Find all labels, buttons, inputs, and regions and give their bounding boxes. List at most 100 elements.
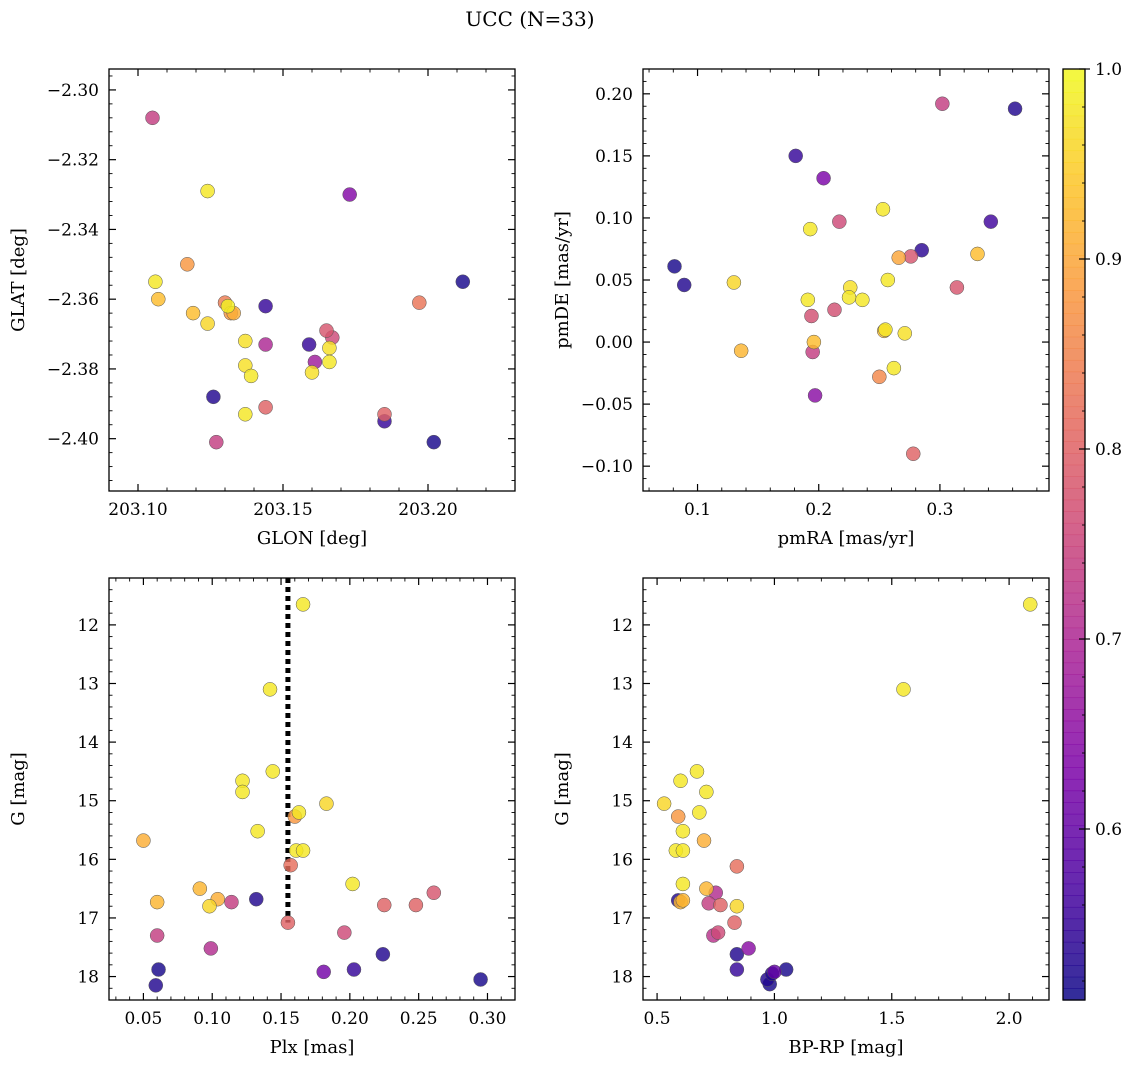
data-point (426, 434, 442, 450)
y-tick-label: 0.20 (595, 85, 633, 105)
colorbar-segment (1063, 941, 1085, 955)
y-tick-label: 12 (611, 616, 633, 636)
y-tick-label: −2.32 (47, 151, 99, 171)
x-tick-label: 0.05 (124, 1009, 162, 1029)
data-point (258, 400, 273, 415)
data-point (455, 274, 471, 289)
data-point (906, 446, 921, 462)
colorbar-tick-label: 1.0 (1095, 60, 1122, 80)
colorbar-segment (1063, 511, 1085, 524)
data-point (238, 407, 253, 422)
axes-frame (108, 68, 516, 492)
y-tick-label: 0.05 (595, 271, 633, 291)
panel-plx-g: 0.05 0.10 0.15 0.20 0.25 0.30 12 13 14 15 16 17 18 Pl… (8, 577, 516, 1058)
figure-title: UCC (N=33) (465, 7, 594, 31)
data-point (656, 796, 672, 811)
colorbar-segment (1063, 522, 1085, 536)
axes-frame (642, 577, 1050, 1001)
colorbar-segment (1063, 418, 1085, 431)
colorbar-segment (1063, 581, 1085, 594)
x-tick-label: 203.10 (108, 500, 167, 520)
data-point (710, 925, 726, 940)
colorbar-segment (1063, 243, 1085, 256)
colorbar-segment (1063, 837, 1085, 850)
y-tick-label: 15 (77, 792, 99, 812)
y-tick-label: 15 (611, 792, 633, 812)
colorbar-segment (1063, 871, 1085, 885)
data-point (676, 277, 692, 293)
x-tick-label: 0.10 (193, 1009, 231, 1029)
colorbar-segment (1063, 69, 1085, 82)
colorbar-segment (1063, 453, 1085, 466)
colorbar-segment (1063, 325, 1085, 338)
y-tick-label: 14 (611, 733, 633, 753)
colorbar-segment (1063, 103, 1085, 117)
data-point (202, 898, 217, 914)
y-tick-label: −2.38 (47, 360, 99, 380)
data-point (689, 764, 705, 779)
panel-bprp-g: 0.5 1.0 1.5 2.0 12 13 14 15 16 17 18 BP-RP [mag] G [… (552, 577, 1050, 1058)
data-point (249, 891, 264, 907)
data-point (258, 298, 273, 314)
data-point (375, 947, 391, 962)
y-tick-label: −2.40 (47, 430, 99, 450)
y-tick-label: 17 (77, 909, 99, 929)
data-point (675, 823, 691, 839)
x-tick-label: 0.5 (644, 1009, 671, 1029)
x-tick-label: 0.15 (262, 1009, 300, 1029)
y-axis-label: G [mag] (8, 752, 29, 825)
data-point (426, 885, 442, 900)
x-tick-label: 1.5 (878, 1009, 905, 1029)
data-point (806, 334, 822, 350)
colorbar-segment (1063, 767, 1085, 780)
data-point (243, 368, 259, 384)
data-point (322, 340, 337, 356)
colorbar-segment (1063, 278, 1085, 291)
data-point (675, 876, 691, 892)
colorbar-segment (1063, 662, 1085, 675)
colorbar-segment (1063, 266, 1085, 280)
y-tick-label: 18 (611, 968, 633, 988)
data-point (696, 833, 712, 848)
data-point (675, 893, 691, 908)
colorbar-segment (1063, 557, 1085, 571)
colorbar-segment (1063, 825, 1085, 838)
data-point (346, 962, 362, 977)
colorbar-segment (1063, 906, 1085, 920)
colorbar-segment (1063, 860, 1085, 873)
data-point (262, 682, 278, 697)
y-tick-label: 0.10 (595, 209, 633, 229)
data-point (802, 221, 818, 237)
x-axis-label: Plx [mas] (270, 1037, 355, 1058)
x-tick-label: 2.0 (996, 1009, 1023, 1029)
colorbar-frame (1062, 68, 1086, 1001)
data-point (220, 298, 236, 314)
data-point (319, 796, 334, 811)
colorbar-segment (1063, 301, 1085, 314)
data-point (412, 295, 427, 310)
data-point (473, 972, 488, 987)
colorbar-segment (1063, 685, 1085, 699)
data-point (200, 316, 215, 331)
colorbar-segment (1063, 173, 1085, 186)
colorbar-segment (1063, 895, 1085, 908)
colorbar-segment (1063, 487, 1085, 501)
colorbar-tick-label: 0.6 (1095, 820, 1122, 840)
y-axis-label: GLAT [deg] (8, 228, 29, 332)
data-point (667, 259, 682, 274)
data-point (897, 326, 913, 341)
colorbar-segment (1063, 499, 1085, 512)
data-point (342, 187, 357, 202)
colorbar-segment (1063, 918, 1085, 931)
colorbar-segment (1063, 220, 1085, 233)
data-point (903, 249, 919, 264)
data-point (291, 805, 307, 820)
x-axis-label: pmRA [mas/yr] (778, 528, 915, 549)
y-tick-label: 14 (77, 733, 99, 753)
colorbar-segment (1063, 546, 1085, 559)
x-axis-label: BP-RP [mag] (788, 1037, 903, 1058)
data-point (265, 764, 281, 779)
colorbar-segment (1063, 534, 1085, 547)
colorbar: 0.6 0.7 0.8 0.9 1.0 (1062, 60, 1122, 1001)
